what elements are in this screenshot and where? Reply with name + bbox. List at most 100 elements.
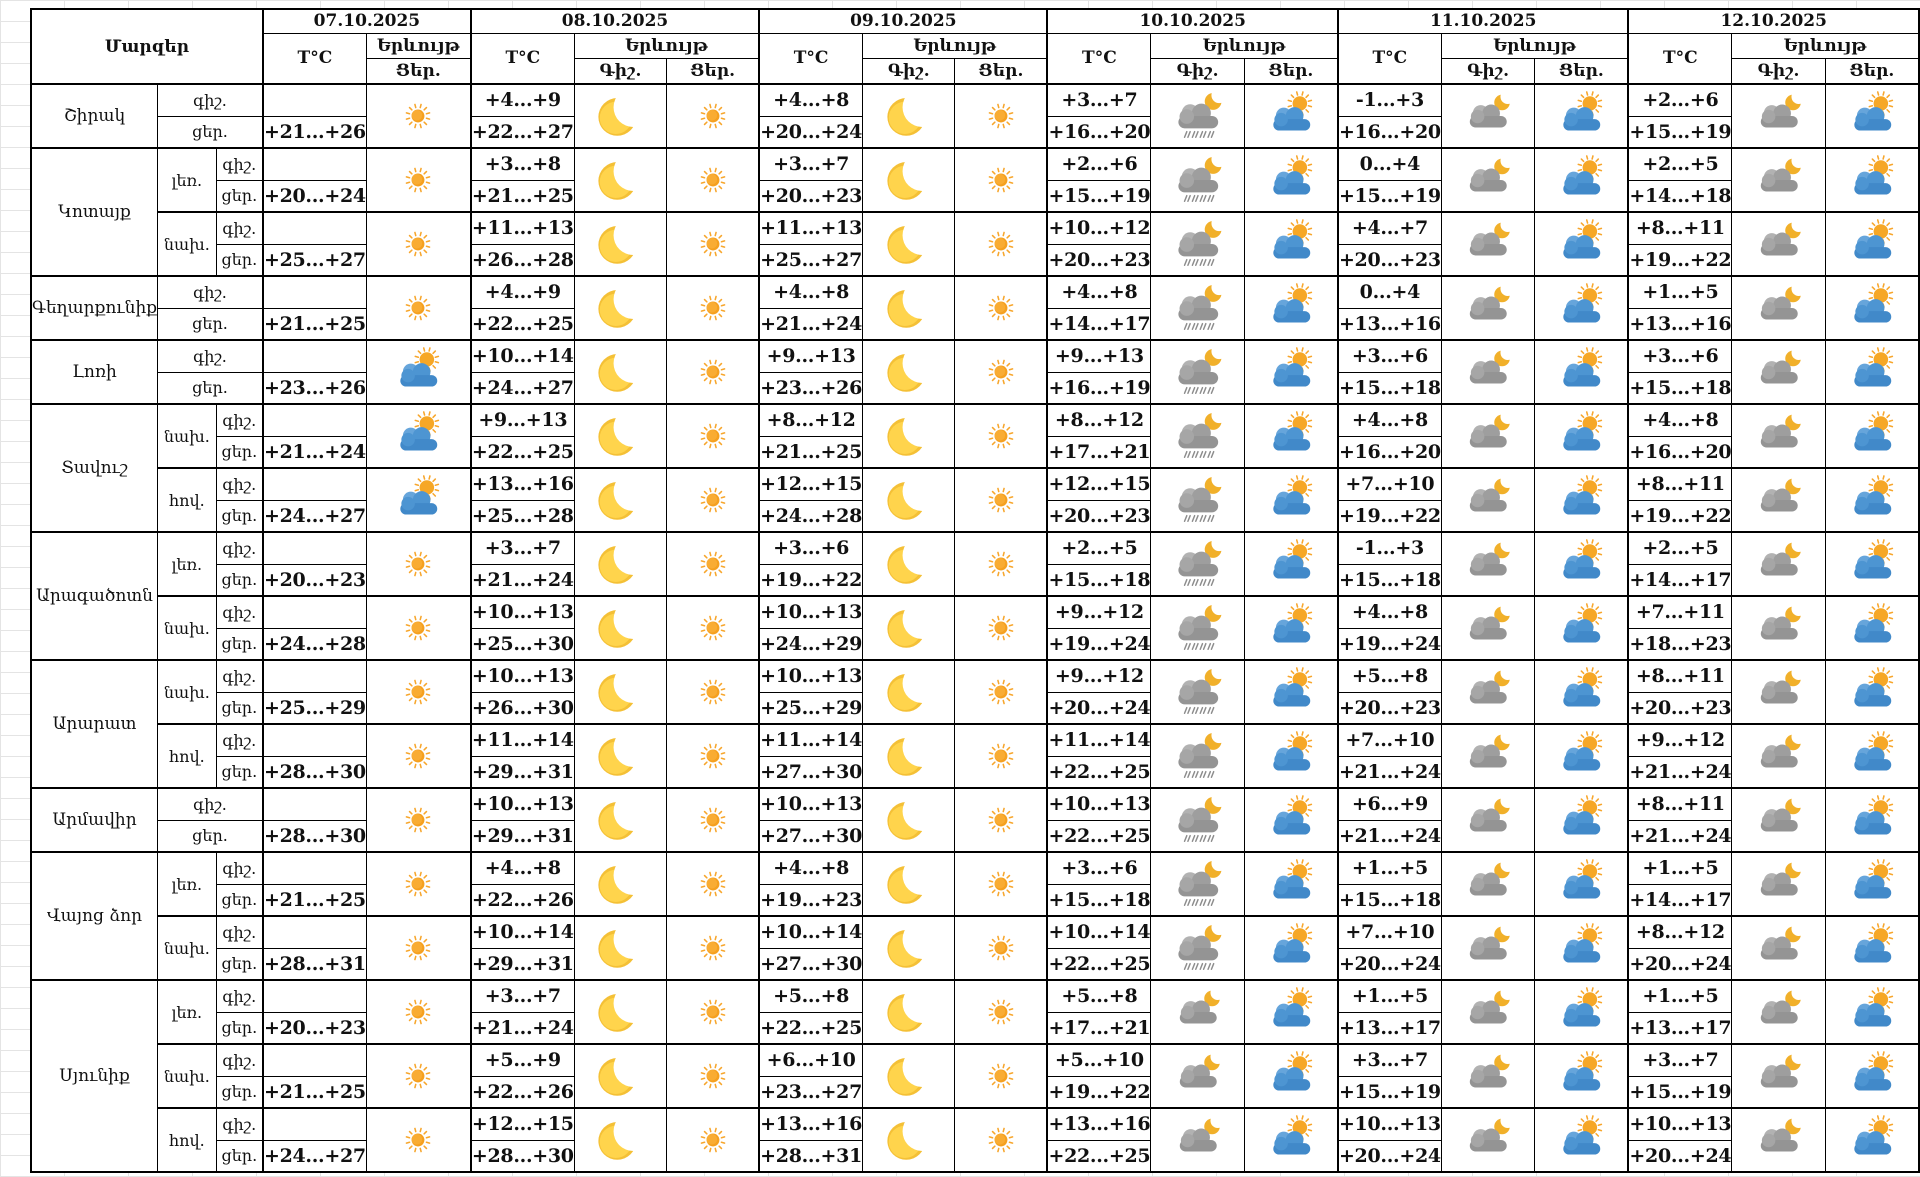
icon-cell-day bbox=[666, 787, 760, 853]
temp-cell-night bbox=[261, 83, 367, 117]
cloud-moon-icon bbox=[1460, 922, 1516, 974]
icon-cell-day bbox=[1243, 403, 1339, 469]
sun-icon bbox=[978, 93, 1024, 139]
temp-cell-day: +23...+26 bbox=[758, 371, 864, 405]
period-cell-day: ցեր. bbox=[215, 1139, 264, 1173]
temp-cell-day: +15...+18 bbox=[1046, 563, 1152, 597]
cloud-sun-icon bbox=[1844, 986, 1900, 1038]
cloud-sun-icon bbox=[1263, 858, 1319, 910]
moon-icon bbox=[886, 411, 932, 461]
icon-cell-day bbox=[1824, 1043, 1920, 1109]
cloud-moon-rain-icon bbox=[1170, 791, 1226, 849]
icon-cell-day bbox=[1534, 531, 1629, 597]
temp-cell-night bbox=[261, 531, 367, 565]
temp-cell-night: +10...+14 bbox=[1046, 915, 1152, 949]
icon-cell-night bbox=[1731, 1043, 1826, 1109]
cloud-moon-icon bbox=[1751, 1050, 1807, 1102]
sun-icon bbox=[395, 989, 441, 1035]
forecast-row-day: ցեր. +24...+27 +28...+30 +28...+31 +22...+25… bbox=[31, 1139, 1919, 1173]
icon-cell-day bbox=[1824, 851, 1920, 917]
forecast-row-night: Վայոց ձոր լեռ. գիշ. +4...+8 +4...+8 +3...+6 +1… bbox=[30, 851, 1920, 981]
temp-cell-night: +9...+12 bbox=[1046, 595, 1152, 629]
temp-cell-day: +15...+18 bbox=[1336, 883, 1442, 917]
period-cell-night: գիշ. bbox=[215, 531, 264, 565]
temp-cell-day: +13...+17 bbox=[1336, 1011, 1442, 1045]
cloud-moon-icon bbox=[1751, 602, 1807, 654]
temp-cell-night bbox=[261, 1107, 367, 1141]
icon-cell-day bbox=[666, 851, 760, 917]
icon-cell-night bbox=[573, 595, 668, 661]
temp-cell-day: +24...+27 bbox=[469, 371, 575, 405]
temp-cell-day: +28...+30 bbox=[469, 1139, 575, 1173]
temp-cell-night: +3...+7 bbox=[1336, 1043, 1442, 1077]
temp-cell-day: +19...+22 bbox=[1627, 499, 1733, 533]
temp-cell-day: +29...+31 bbox=[469, 755, 575, 789]
temp-cell-day: +15...+19 bbox=[1046, 179, 1152, 213]
temp-cell-day: +25...+27 bbox=[758, 243, 864, 277]
cloud-sun-icon bbox=[1844, 1050, 1900, 1102]
icon-cell-day bbox=[954, 83, 1048, 149]
period-cell-night: գիշ. bbox=[215, 851, 264, 885]
forecast-row-day: ցեր. +23...+26 +24...+27 +23...+26 +16...+19… bbox=[31, 371, 1919, 405]
icon-cell-day bbox=[365, 339, 472, 405]
icon-cell-night bbox=[1150, 723, 1245, 789]
icon-cell-day bbox=[1534, 467, 1629, 533]
moon-icon bbox=[597, 603, 643, 653]
temp-cell-day: +15...+18 bbox=[1336, 563, 1442, 597]
icon-cell-day bbox=[1243, 979, 1339, 1045]
temp-cell-night bbox=[261, 915, 367, 949]
icon-cell-day bbox=[666, 595, 760, 661]
temp-cell-night: +7...+11 bbox=[1627, 595, 1733, 629]
icon-cell-night bbox=[862, 83, 956, 149]
phenomenon-header: Երևույթ bbox=[365, 32, 472, 59]
cloud-moon-rain-icon bbox=[1170, 279, 1226, 337]
icon-cell-night bbox=[1731, 83, 1826, 149]
temp-cell-day: +20...+23 bbox=[261, 563, 367, 597]
cloud-sun-icon bbox=[1263, 282, 1319, 334]
cloud-sun-icon bbox=[1553, 90, 1609, 142]
temp-cell-night: +10...+13 bbox=[1336, 1107, 1442, 1141]
icon-cell-night bbox=[1150, 851, 1245, 917]
temp-cell-night: +10...+13 bbox=[1627, 1107, 1733, 1141]
icon-cell-day bbox=[1824, 83, 1920, 149]
icon-cell-day bbox=[1824, 595, 1920, 661]
cloud-sun-icon bbox=[1844, 282, 1900, 334]
icon-cell-night bbox=[1440, 723, 1536, 789]
temp-cell-day: +21...+25 bbox=[261, 883, 367, 917]
icon-cell-night bbox=[1150, 467, 1245, 533]
temp-cell-night: +7...+10 bbox=[1336, 467, 1442, 501]
temp-cell-night: +10...+14 bbox=[469, 915, 575, 949]
cloud-sun-icon bbox=[1263, 90, 1319, 142]
temp-cell-night: +1...+5 bbox=[1336, 851, 1442, 885]
cloud-moon-icon bbox=[1751, 730, 1807, 782]
cloud-sun-icon bbox=[1844, 1114, 1900, 1166]
cloud-moon-icon bbox=[1460, 1114, 1516, 1166]
temp-cell-day: +24...+28 bbox=[758, 499, 864, 533]
cloud-sun-icon bbox=[1263, 474, 1319, 526]
cloud-moon-icon bbox=[1751, 410, 1807, 462]
temp-cell-night bbox=[261, 147, 367, 181]
icon-cell-day bbox=[365, 851, 472, 917]
temp-cell-day: +19...+24 bbox=[1046, 627, 1152, 661]
temp-cell-day: +21...+24 bbox=[1336, 755, 1442, 789]
icon-cell-day bbox=[954, 1043, 1048, 1109]
temp-cell-night: +9...+13 bbox=[469, 403, 575, 437]
cloud-moon-rain-icon bbox=[1170, 151, 1226, 209]
icon-cell-night bbox=[862, 979, 956, 1045]
sun-icon bbox=[395, 925, 441, 971]
icon-cell-day bbox=[1534, 339, 1629, 405]
sun-icon bbox=[395, 669, 441, 715]
temp-cell-day: +27...+30 bbox=[758, 819, 864, 853]
icon-cell-day bbox=[1824, 339, 1920, 405]
moon-icon bbox=[597, 347, 643, 397]
moon-icon bbox=[597, 923, 643, 973]
temp-cell-night: +3...+7 bbox=[469, 531, 575, 565]
temp-cell-night: +2...+5 bbox=[1627, 531, 1733, 565]
temp-cell-day: +14...+17 bbox=[1627, 883, 1733, 917]
sun-icon bbox=[395, 221, 441, 267]
temp-cell-day: +13...+17 bbox=[1627, 1011, 1733, 1045]
icon-cell-night bbox=[1150, 979, 1245, 1045]
icon-cell-night bbox=[1731, 211, 1826, 277]
cloud-sun-icon bbox=[1553, 474, 1609, 526]
icon-cell-day bbox=[1243, 467, 1339, 533]
